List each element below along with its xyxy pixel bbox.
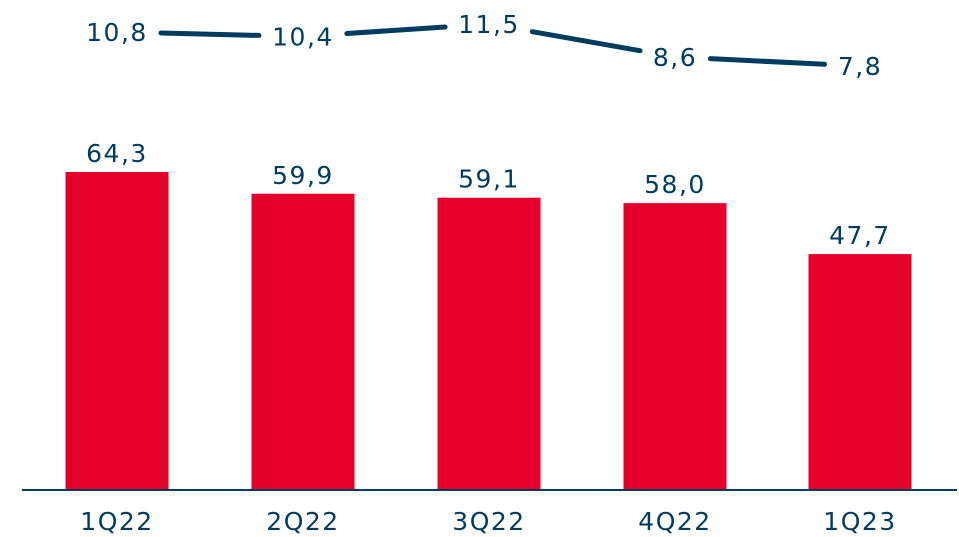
- bar-series: [65, 172, 912, 490]
- bar-1Q23: [808, 254, 912, 490]
- line-segment-4: [707, 56, 828, 67]
- bar-label-1Q23: 47,7: [829, 221, 891, 250]
- x-axis-tick-labels: 1Q22 2Q22 3Q22 4Q22 1Q23: [80, 507, 896, 536]
- x-tick-1Q23: 1Q23: [823, 507, 896, 536]
- bar-1Q22: [65, 172, 169, 490]
- line-segment-2: [344, 24, 448, 37]
- bar-label-1Q22: 64,3: [86, 139, 148, 168]
- bar-3Q22: [437, 197, 541, 490]
- x-tick-4Q22: 4Q22: [638, 507, 711, 536]
- line-segment-3: [529, 29, 643, 54]
- line-label-1Q22: 10,8: [86, 18, 148, 47]
- x-tick-3Q22: 3Q22: [452, 507, 525, 536]
- bar-data-labels: 64,3 59,9 59,1 58,0 47,7: [86, 139, 891, 250]
- bar-2Q22: [251, 193, 355, 490]
- line-label-4Q22: 8,6: [653, 43, 697, 72]
- bar-label-4Q22: 58,0: [644, 170, 706, 199]
- x-tick-1Q22: 1Q22: [80, 507, 153, 536]
- line-label-1Q23: 7,8: [838, 52, 882, 81]
- bar-label-2Q22: 59,9: [272, 161, 334, 190]
- bar-label-3Q22: 59,1: [458, 165, 520, 194]
- line-label-3Q22: 11,5: [458, 10, 520, 39]
- line-segment-1: [158, 30, 262, 38]
- x-tick-2Q22: 2Q22: [266, 507, 339, 536]
- line-series: [158, 24, 828, 67]
- line-data-labels: 10,8 10,4 11,5 8,6 7,8: [86, 10, 882, 81]
- bar-4Q22: [623, 203, 727, 490]
- line-label-2Q22: 10,4: [272, 22, 334, 51]
